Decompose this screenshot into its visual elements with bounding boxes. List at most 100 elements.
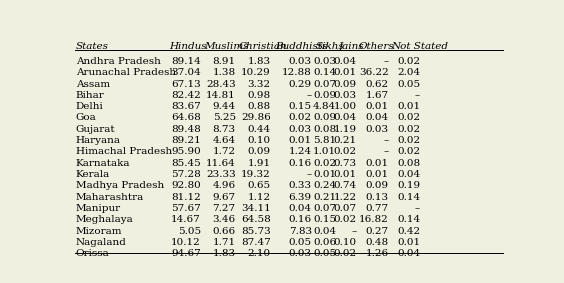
Text: 7.83: 7.83: [289, 227, 312, 236]
Text: 1.83: 1.83: [248, 57, 271, 66]
Text: 0.77: 0.77: [365, 204, 389, 213]
Text: 1.22: 1.22: [334, 193, 357, 202]
Text: 0.88: 0.88: [248, 102, 271, 111]
Text: Andhra Pradesh: Andhra Pradesh: [76, 57, 161, 66]
Text: 0.09: 0.09: [313, 91, 336, 100]
Text: 0.09: 0.09: [334, 80, 357, 89]
Text: 1.72: 1.72: [213, 147, 236, 156]
Text: 82.42: 82.42: [171, 91, 201, 100]
Text: 0.03: 0.03: [289, 125, 312, 134]
Text: 0.02: 0.02: [397, 57, 420, 66]
Text: –: –: [351, 227, 357, 236]
Text: 0.02: 0.02: [397, 147, 420, 156]
Text: Gujarat: Gujarat: [76, 125, 116, 134]
Text: 0.16: 0.16: [289, 159, 312, 168]
Text: 0.04: 0.04: [334, 113, 357, 123]
Text: 0.05: 0.05: [397, 80, 420, 89]
Text: –: –: [306, 91, 312, 100]
Text: 9.67: 9.67: [213, 193, 236, 202]
Text: 0.29: 0.29: [289, 80, 312, 89]
Text: 0.02: 0.02: [334, 147, 357, 156]
Text: 94.67: 94.67: [171, 250, 201, 258]
Text: 0.14: 0.14: [397, 193, 420, 202]
Text: 64.68: 64.68: [171, 113, 201, 123]
Text: 87.47: 87.47: [241, 238, 271, 247]
Text: 0.03: 0.03: [289, 57, 312, 66]
Text: 0.27: 0.27: [365, 227, 389, 236]
Text: 57.67: 57.67: [171, 204, 201, 213]
Text: 95.90: 95.90: [171, 147, 201, 156]
Text: 0.24: 0.24: [313, 181, 336, 190]
Text: 1.71: 1.71: [213, 238, 236, 247]
Text: 0.73: 0.73: [334, 159, 357, 168]
Text: 0.02: 0.02: [397, 136, 420, 145]
Text: 2.10: 2.10: [248, 250, 271, 258]
Text: 0.02: 0.02: [313, 159, 336, 168]
Text: Nagaland: Nagaland: [76, 238, 127, 247]
Text: –: –: [384, 147, 389, 156]
Text: 0.02: 0.02: [397, 125, 420, 134]
Text: Himachal Pradesh: Himachal Pradesh: [76, 147, 172, 156]
Text: 0.03: 0.03: [365, 125, 389, 134]
Text: States: States: [76, 42, 109, 51]
Text: Madhya Pradesh: Madhya Pradesh: [76, 181, 164, 190]
Text: 1.26: 1.26: [365, 250, 389, 258]
Text: 0.01: 0.01: [397, 238, 420, 247]
Text: 0.07: 0.07: [313, 80, 336, 89]
Text: 0.48: 0.48: [365, 238, 389, 247]
Text: 0.98: 0.98: [248, 91, 271, 100]
Text: 0.66: 0.66: [213, 227, 236, 236]
Text: 0.04: 0.04: [334, 57, 357, 66]
Text: 1.01: 1.01: [313, 147, 336, 156]
Text: Orissa: Orissa: [76, 250, 109, 258]
Text: Kerala: Kerala: [76, 170, 110, 179]
Text: 2.04: 2.04: [397, 68, 420, 77]
Text: 34.11: 34.11: [241, 204, 271, 213]
Text: Goa: Goa: [76, 113, 96, 123]
Text: 0.19: 0.19: [397, 181, 420, 190]
Text: 0.05: 0.05: [289, 238, 312, 247]
Text: Not Stated: Not Stated: [391, 42, 448, 51]
Text: Muslims: Muslims: [204, 42, 248, 51]
Text: 28.43: 28.43: [206, 80, 236, 89]
Text: 67.13: 67.13: [171, 80, 201, 89]
Text: 0.74: 0.74: [334, 181, 357, 190]
Text: 0.10: 0.10: [248, 136, 271, 145]
Text: Meghalaya: Meghalaya: [76, 215, 134, 224]
Text: 9.44: 9.44: [213, 102, 236, 111]
Text: Hindus: Hindus: [169, 42, 206, 51]
Text: –: –: [384, 57, 389, 66]
Text: Jains: Jains: [338, 42, 364, 51]
Text: 4.84: 4.84: [313, 102, 336, 111]
Text: 7.27: 7.27: [213, 204, 236, 213]
Text: Bihar: Bihar: [76, 91, 104, 100]
Text: 10.12: 10.12: [171, 238, 201, 247]
Text: 0.15: 0.15: [289, 102, 312, 111]
Text: 0.05: 0.05: [313, 250, 336, 258]
Text: 1.24: 1.24: [289, 147, 312, 156]
Text: 0.09: 0.09: [365, 181, 389, 190]
Text: 0.04: 0.04: [397, 170, 420, 179]
Text: 1.12: 1.12: [248, 193, 271, 202]
Text: Arunachal Pradesh: Arunachal Pradesh: [76, 68, 176, 77]
Text: Haryana: Haryana: [76, 136, 121, 145]
Text: 0.01: 0.01: [334, 170, 357, 179]
Text: 0.14: 0.14: [313, 68, 336, 77]
Text: 0.14: 0.14: [397, 215, 420, 224]
Text: 0.02: 0.02: [334, 215, 357, 224]
Text: 85.45: 85.45: [171, 159, 201, 168]
Text: 89.14: 89.14: [171, 57, 201, 66]
Text: 0.06: 0.06: [313, 238, 336, 247]
Text: –: –: [415, 204, 420, 213]
Text: Karnataka: Karnataka: [76, 159, 130, 168]
Text: 0.13: 0.13: [365, 193, 389, 202]
Text: 4.96: 4.96: [213, 181, 236, 190]
Text: 5.05: 5.05: [178, 227, 201, 236]
Text: –: –: [306, 170, 312, 179]
Text: 0.09: 0.09: [248, 147, 271, 156]
Text: 0.02: 0.02: [397, 113, 420, 123]
Text: 0.03: 0.03: [289, 250, 312, 258]
Text: –: –: [384, 136, 389, 145]
Text: 0.62: 0.62: [365, 80, 389, 89]
Text: 0.04: 0.04: [397, 250, 420, 258]
